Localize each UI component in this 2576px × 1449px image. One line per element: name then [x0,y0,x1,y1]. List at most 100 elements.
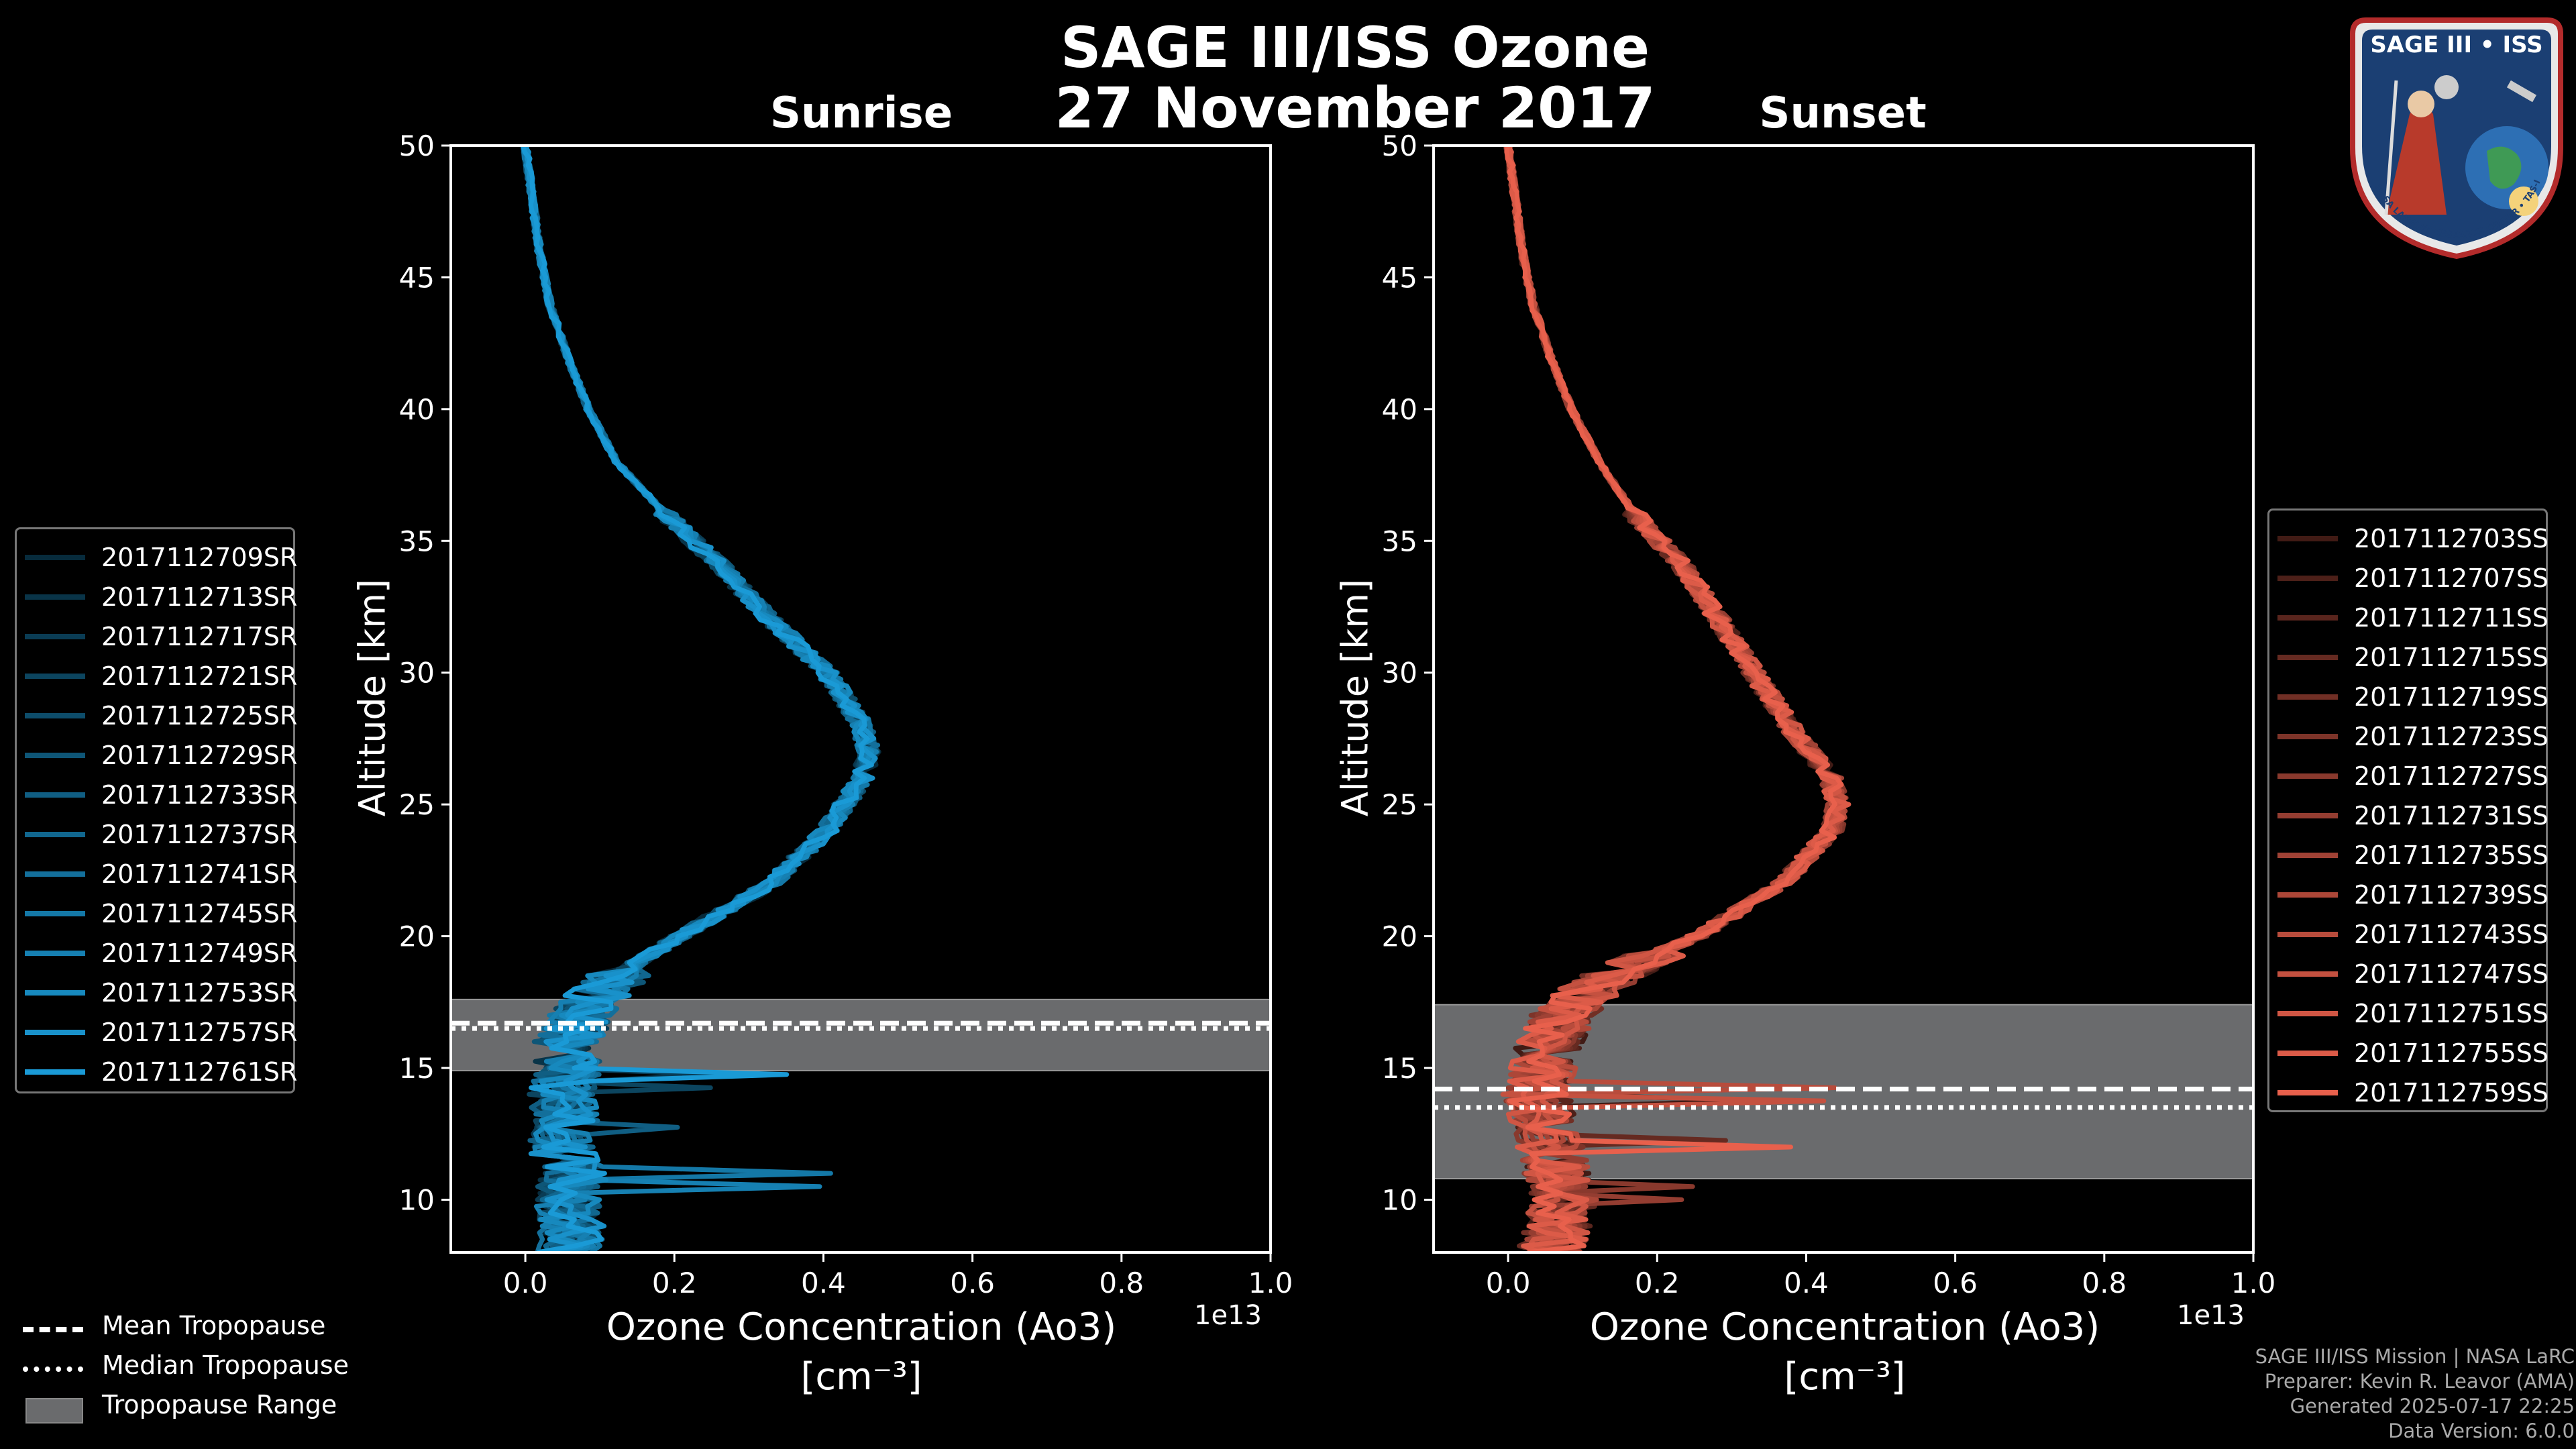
y-tick-label: 25 [399,788,435,821]
legend-label: 2017112723SS [2354,721,2549,751]
x-tick-label: 0.4 [801,1267,846,1299]
logo-sun-icon [2509,186,2538,216]
xlabel-sunrise-line2: [cm⁻³] [800,1355,922,1399]
legend-label: 2017112711SS [2354,602,2549,633]
footer-preparer: Preparer: Kevin R. Leavor (AMA) [2264,1370,2575,1393]
legend-label: 2017112715SS [2354,642,2549,672]
x-tick-label: 1.0 [2231,1267,2276,1299]
legend-swatch [25,633,85,639]
legend-item: 2017112751SS [2277,994,2548,1033]
legend-item: 2017112743SS [2277,914,2548,954]
legend-item: 2017112719SS [2277,677,2548,716]
legend-item: 2017112703SS [2277,519,2548,558]
sage-iii-iss-logo: SAGE III • ISS BALL • NASA LANGLEY RESEA… [2346,13,2563,260]
legend-swatch [2277,892,2338,898]
legend-swatch [2277,1089,2338,1095]
mean-tropopause-swatch [23,1327,83,1332]
plot-sunrise: 0.0 0.2 0.4 0.6 0.8 1.0 10 15 20 25 30 35 40 45 50 [399,129,1293,1299]
y-tick-label: 10 [399,1183,435,1216]
x-tick-label: 0.6 [950,1267,995,1299]
legend-swatch [25,1029,85,1035]
logo-moon-icon [2434,75,2459,99]
y-tick-label: 45 [399,261,435,294]
legend-swatch [25,792,85,798]
legend-label: 2017112751SS [2354,998,2549,1028]
legend-label: 2017112719SS [2354,682,2549,712]
legend-swatch [25,1069,85,1075]
x-tick-label: 1.0 [1248,1267,1293,1299]
y-tick-label: 30 [1382,657,1417,690]
legend-item: 2017112761SR [25,1052,297,1091]
legend-label: 2017112727SS [2354,761,2549,791]
legend-label: 2017112757SR [101,1017,298,1047]
legend-label: 2017112733SR [101,780,298,810]
profile-2017112759SS [1504,146,1844,1252]
ylabel-sunset-wrap: Altitude [km] [1315,579,1395,816]
legend-label: 2017112761SR [101,1057,298,1087]
ylabel-sunset: Altitude [km] [1334,578,1377,817]
legend-swatch [2277,1010,2338,1016]
legend-swatch [25,871,85,877]
legend-item: 2017112739SS [2277,875,2548,914]
y-tick-label: 25 [1382,788,1417,821]
title-line-1: SAGE III/ISS Ozone [1060,15,1650,80]
y-tick-label: 15 [1382,1052,1417,1085]
legend-swatch [25,989,85,996]
y-tick-label: 20 [399,920,435,953]
legend-item: 2017112735SS [2277,835,2548,875]
footer-version: Data Version: 6.0.0 [2388,1419,2575,1442]
legend-item: 2017112737SR [25,814,297,854]
legend-item: 2017112741SR [25,854,297,894]
x-tick-label: 0.8 [1099,1267,1144,1299]
legend-label: 2017112747SS [2354,959,2549,989]
legend-label: 2017112707SS [2354,563,2549,593]
y-tick-label: 30 [399,657,435,690]
legend-item: 2017112709SR [25,537,297,577]
ylabel-sunrise-wrap: Altitude [km] [332,579,413,816]
legend-swatch [2277,733,2338,739]
legend-swatch [25,752,85,758]
logo-figure-head-icon [2408,91,2434,117]
footer-generated: Generated 2025-07-17 22:25 [2290,1395,2575,1417]
legend-swatch [25,554,85,560]
y-tick-label: 10 [1382,1183,1417,1216]
xlabel-sunset-line1: Ozone Concentration (Ao3) [1589,1305,2100,1349]
legend-item: 2017112727SS [2277,756,2548,796]
legend-label: 2017112753SR [101,977,298,1008]
xlabel-sunset: Ozone Concentration (Ao3) [cm⁻³] [1509,1303,2180,1402]
y-tick-label: 50 [399,129,435,162]
legend-swatch [25,910,85,916]
y-tick-label: 40 [1382,393,1417,426]
legend-swatch [25,673,85,679]
x-tick-label: 0.4 [1784,1267,1829,1299]
legend-item: 2017112753SR [25,973,297,1012]
legend-swatch [2277,812,2338,818]
y-tick-label: 40 [399,393,435,426]
mean-tropopause-label: Mean Tropopause [102,1311,326,1340]
panel-title-sunrise: Sunrise [769,89,953,138]
x-tick-label: 0.0 [1486,1267,1531,1299]
y-tick-label: 15 [399,1052,435,1085]
legend-swatch [25,950,85,956]
legend-swatch [2277,852,2338,858]
xlabel-sunrise: Ozone Concentration (Ao3) [cm⁻³] [526,1303,1197,1402]
x-tick-label: 0.8 [2082,1267,2127,1299]
legend-swatch [2277,535,2338,541]
legend-item: 2017112717SR [25,616,297,656]
legend-item: 2017112745SR [25,894,297,933]
legend-label: 2017112759SS [2354,1077,2549,1108]
ylabel-sunrise: Altitude [km] [351,578,394,817]
chart-title: SAGE III/ISS Ozone 27 November 2017 [953,17,1758,138]
legend-item: 2017112721SR [25,656,297,696]
legend-sunset: 2017112703SS 2017112707SS 2017112711SS 2017… [2267,508,2548,1112]
xlabel-sunset-line2: [cm⁻³] [1784,1355,1906,1399]
legend-label: 2017112739SS [2354,879,2549,910]
y-tick-label: 35 [399,525,435,557]
logo-iss-icon [2506,80,2537,103]
legend-label: 2017112745SR [101,898,298,928]
legend-item: 2017112725SR [25,696,297,735]
tropopause-range-swatch [25,1398,83,1424]
legend-label: 2017112755SS [2354,1038,2549,1068]
legend-label: 2017112737SR [101,819,298,849]
legend-swatch [2277,614,2338,621]
